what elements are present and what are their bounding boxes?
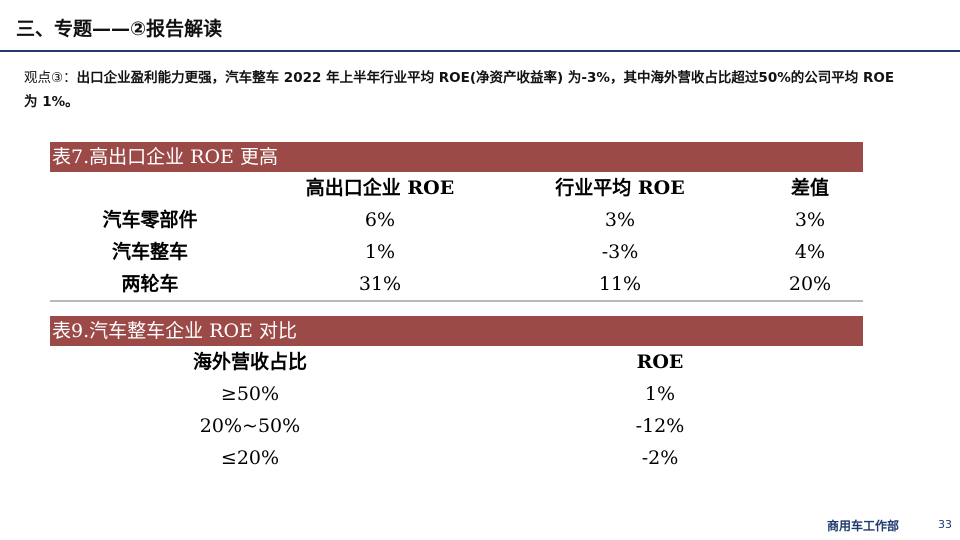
table-vehicle-roe-comparison: 表9.汽车整车企业 ROE 对比 海外营收占比 ROE ≥50% 1% 20%~… <box>50 316 863 474</box>
table-row: 汽车整车 1% -3% 4% <box>50 236 863 268</box>
table-row: 汽车零部件 6% 3% 3% <box>50 204 863 236</box>
page-title: 三、专题——②报告解读 <box>16 18 223 40</box>
table-cell: 20%~50% <box>199 415 301 437</box>
table-cell: 20% <box>788 273 832 295</box>
table-row: 20%~50% -12% <box>50 410 863 442</box>
row-label: 汽车零部件 <box>102 209 198 231</box>
table-cell: -3% <box>601 241 639 263</box>
table-cell: 31% <box>358 273 402 295</box>
table-cell: 3% <box>794 209 826 231</box>
table-cell: 1% <box>644 383 676 405</box>
table-row: ≥50% 1% <box>50 378 863 410</box>
viewpoint-body: 出口企业盈利能力更强，汽车整车 2022 年上半年行业平均 ROE(净资产收益率… <box>24 70 895 110</box>
table-cell: -2% <box>641 447 679 469</box>
row-label: 两轮车 <box>121 273 179 295</box>
table-header-row: 海外营收占比 ROE <box>50 346 863 378</box>
table-row: 两轮车 31% 11% 20% <box>50 268 863 300</box>
table-title: 表9.汽车整车企业 ROE 对比 <box>50 316 863 346</box>
column-header-category <box>50 172 190 204</box>
column-header-overseas-revenue-share: 海外营收占比 <box>192 351 307 373</box>
viewpoint-paragraph: 观点③：出口企业盈利能力更强，汽车整车 2022 年上半年行业平均 ROE(净资… <box>24 66 904 114</box>
table-cell: 6% <box>364 209 396 231</box>
footer-department: 商用车工作部 <box>827 519 900 533</box>
table-cell: 11% <box>598 273 642 295</box>
table-cell: ≤20% <box>220 447 280 469</box>
table-row: ≤20% -2% <box>50 442 863 474</box>
table-cell: -12% <box>635 415 685 437</box>
table-title: 表7.高出口企业 ROE 更高 <box>50 142 863 172</box>
table-bottom-rule <box>50 300 863 302</box>
table-cell: 1% <box>364 241 396 263</box>
row-label: 汽车整车 <box>111 241 188 263</box>
table-header-row: 高出口企业 ROE 行业平均 ROE 差值 <box>50 172 863 204</box>
table-cell: 4% <box>794 241 826 263</box>
table-cell: ≥50% <box>220 383 280 405</box>
table-cell: 3% <box>604 209 636 231</box>
viewpoint-lead: 观点③： <box>24 70 77 86</box>
table-high-export-roe: 表7.高出口企业 ROE 更高 高出口企业 ROE 行业平均 ROE 差值 汽车… <box>50 142 863 302</box>
title-divider <box>0 50 960 52</box>
column-header-industry-avg-roe: 行业平均 ROE <box>555 177 685 199</box>
page-number: 33 <box>938 518 952 531</box>
column-header-high-export-roe: 高出口企业 ROE <box>305 177 455 199</box>
column-header-roe: ROE <box>636 351 684 373</box>
column-header-difference: 差值 <box>790 177 829 199</box>
